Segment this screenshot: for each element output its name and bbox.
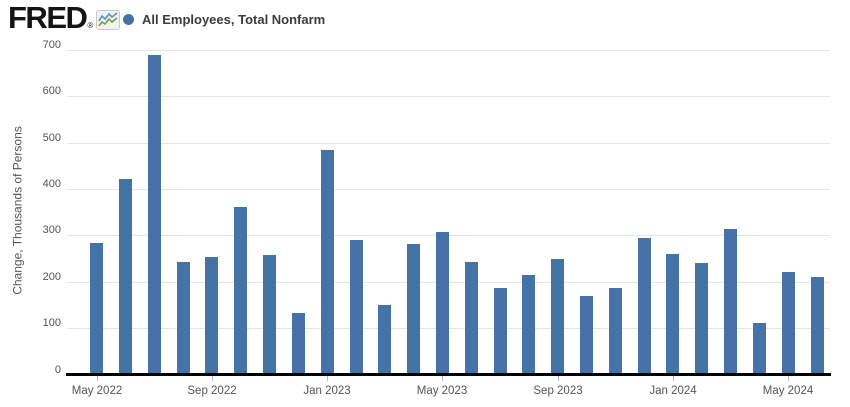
bar-aug-2022[interactable] bbox=[176, 262, 190, 373]
x-tick-may-2024 bbox=[788, 376, 789, 381]
x-axis-tick-label-jan-2023: Jan 2023 bbox=[303, 385, 351, 397]
bar-sep-2023[interactable] bbox=[551, 259, 565, 373]
fred-logo-text: FRED bbox=[8, 0, 88, 35]
bar-jun-2022[interactable] bbox=[119, 179, 132, 373]
bar-aug-2023[interactable] bbox=[522, 275, 536, 373]
x-tick-sep-2022 bbox=[212, 376, 213, 381]
bar-jan-2023[interactable] bbox=[320, 150, 334, 373]
x-axis-tick-label-sep-2022: Sep 2022 bbox=[187, 385, 237, 397]
x-axis-tick-label-may-2023: May 2023 bbox=[416, 385, 468, 397]
bar-oct-2023[interactable] bbox=[580, 296, 593, 373]
fred-sparkline-icon bbox=[96, 10, 121, 30]
x-tick-jan-2024 bbox=[673, 376, 674, 381]
bar-apr-2024[interactable] bbox=[752, 323, 766, 373]
bar-jun-2024[interactable] bbox=[810, 277, 824, 373]
gridline-y-600 bbox=[67, 96, 830, 97]
bar-dec-2023[interactable] bbox=[637, 238, 651, 373]
y-axis-tick-label-200: 200 bbox=[42, 271, 61, 283]
bar-mar-2024[interactable] bbox=[724, 229, 737, 373]
bar-may-2023[interactable] bbox=[435, 232, 449, 373]
bar-may-2022[interactable] bbox=[90, 243, 104, 373]
x-tick-sep-2023 bbox=[558, 376, 559, 381]
x-axis-line bbox=[66, 373, 831, 376]
bar-nov-2022[interactable] bbox=[263, 255, 277, 373]
bar-jul-2022[interactable] bbox=[147, 55, 161, 373]
y-axis-tick-label-600: 600 bbox=[42, 85, 61, 97]
bar-dec-2022[interactable] bbox=[291, 313, 305, 373]
gridline-y-400 bbox=[67, 189, 830, 190]
bar-jul-2023[interactable] bbox=[493, 288, 507, 373]
x-tick-may-2023 bbox=[442, 376, 443, 381]
bar-oct-2022[interactable] bbox=[234, 207, 248, 373]
legend-label: All Employees, Total Nonfarm bbox=[142, 12, 326, 27]
y-axis-tick-label-100: 100 bbox=[42, 317, 61, 329]
fred-logo[interactable]: FRED ® bbox=[8, 0, 121, 35]
bar-feb-2024[interactable] bbox=[695, 263, 709, 373]
bar-mar-2023[interactable] bbox=[378, 305, 392, 373]
gridline-y-700 bbox=[67, 50, 830, 51]
legend-item[interactable]: All Employees, Total Nonfarm bbox=[123, 12, 325, 27]
bar-sep-2022[interactable] bbox=[205, 257, 219, 373]
bar-jan-2024[interactable] bbox=[666, 254, 680, 373]
y-axis-tick-label-300: 300 bbox=[42, 224, 61, 236]
bar-nov-2023[interactable] bbox=[608, 288, 622, 373]
bar-feb-2023[interactable] bbox=[349, 240, 363, 373]
x-axis-tick-label-may-2022: May 2022 bbox=[71, 385, 123, 397]
registered-trademark: ® bbox=[87, 21, 94, 30]
x-tick-jan-2023 bbox=[327, 376, 328, 381]
y-axis-tick-label-500: 500 bbox=[42, 132, 61, 144]
legend-marker-icon bbox=[123, 14, 134, 25]
x-tick-may-2022 bbox=[97, 376, 98, 381]
bar-may-2024[interactable] bbox=[781, 272, 795, 373]
x-axis-tick-label-may-2024: May 2024 bbox=[762, 385, 814, 397]
gridline-y-500 bbox=[67, 143, 830, 144]
y-axis-tick-label-400: 400 bbox=[42, 178, 61, 190]
x-axis-tick-label-sep-2023: Sep 2023 bbox=[533, 385, 583, 397]
bar-apr-2023[interactable] bbox=[407, 244, 421, 373]
x-axis-tick-label-jan-2024: Jan 2024 bbox=[649, 385, 697, 397]
y-axis-tick-label-700: 700 bbox=[42, 39, 61, 51]
bar-jun-2023[interactable] bbox=[464, 262, 478, 373]
y-axis-tick-label-0: 0 bbox=[54, 364, 61, 376]
